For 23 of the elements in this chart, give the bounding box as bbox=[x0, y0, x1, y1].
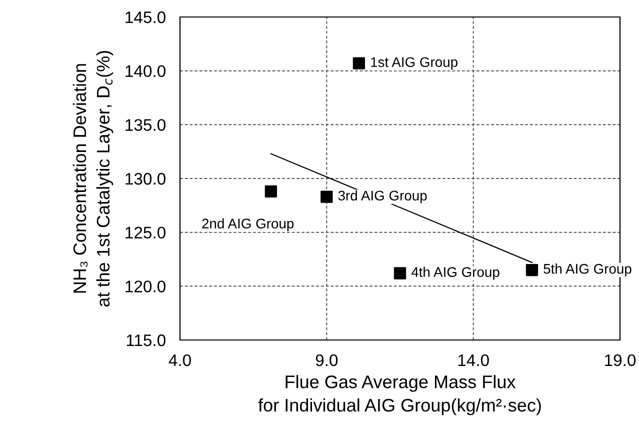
point bbox=[264, 185, 278, 198]
point bbox=[320, 190, 333, 203]
y-tick-label: 115.0 bbox=[126, 334, 166, 346]
y-tick-label: 130.0 bbox=[126, 172, 166, 185]
y-tick-label: 140.0 bbox=[126, 65, 166, 78]
x-tick-label: 4.0 bbox=[168, 354, 191, 366]
x-tick-label: 9.0 bbox=[316, 354, 338, 366]
annotation: 4th AIG Group bbox=[411, 266, 500, 280]
y-axis-title: NH₃ Concentration Deviation at the 1st Catalytic Layer, D$_{c}$(%) bbox=[72, 50, 114, 307]
y-tick-label: 120.0 bbox=[126, 280, 166, 292]
y-tick-label: 135.0 bbox=[126, 119, 166, 131]
annotation: 1st AIG Group bbox=[371, 57, 458, 70]
y-tick-label: 145.0 bbox=[126, 11, 166, 24]
point bbox=[352, 57, 366, 70]
annotation: 5th AIG Group bbox=[544, 264, 632, 276]
x-tick-label: 19.0 bbox=[605, 354, 636, 366]
annotation: 3rd AIG Group bbox=[338, 190, 427, 204]
y-tick-label: 125.0 bbox=[126, 226, 166, 239]
annotation: 2nd AIG Group bbox=[202, 218, 294, 232]
point bbox=[526, 264, 538, 276]
x-tick-label: 14.0 bbox=[458, 354, 489, 366]
point bbox=[394, 267, 406, 280]
x-axis-title: Flue Gas Average Mass Flux for Individual AIG Group(kg/m²·sec) bbox=[258, 374, 541, 416]
